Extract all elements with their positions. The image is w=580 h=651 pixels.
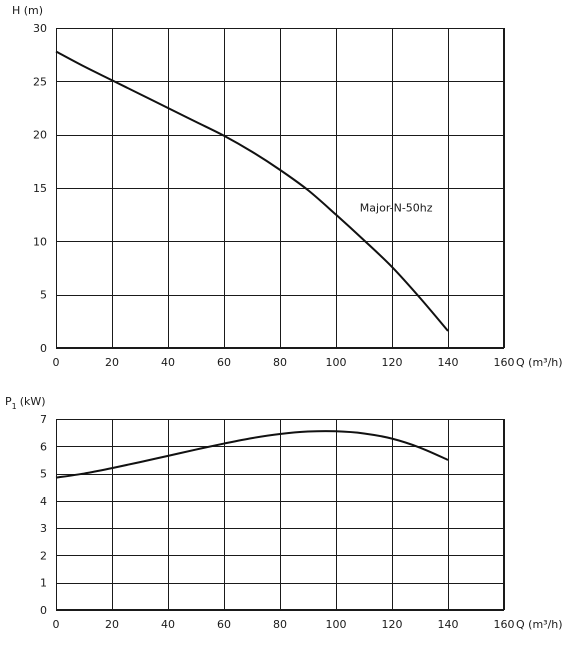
head-y-tick-label: 30	[33, 22, 47, 35]
power-y-axis-label-subscript: 1	[12, 402, 17, 411]
power-x-tick-label: 20	[105, 618, 119, 631]
head-y-tick-label: 25	[33, 75, 47, 88]
head-x-tick-label: 140	[438, 356, 459, 369]
head-y-tick-label: 5	[40, 289, 47, 302]
head-x-tick-label: 80	[273, 356, 287, 369]
head-plot-frame	[55, 27, 505, 349]
head-x-tick-label: 0	[53, 356, 60, 369]
head-x-axis-label: Q (m³/h)	[516, 356, 563, 369]
power-x-tick-label: 160	[494, 618, 515, 631]
head-curve-line	[55, 50, 449, 332]
power-y-tick-label: 5	[40, 468, 47, 481]
power-x-tick-label: 0	[53, 618, 60, 631]
power-x-tick-label: 100	[326, 618, 347, 631]
head-y-tick-label: 15	[33, 182, 47, 195]
power-y-tick-label: 6	[40, 440, 47, 453]
power-y-tick-label: 3	[40, 522, 47, 535]
power-x-tick-label: 120	[382, 618, 403, 631]
power-chart: 0 20 40 60 80 100 120 140 160 0 1 2 3 4 5 6 7 Q (m³/h)	[40, 413, 563, 631]
power-plot-frame	[55, 418, 505, 611]
power-y-tick-label: 4	[40, 495, 47, 508]
head-series-label: Major-N-50hz	[360, 201, 433, 214]
power-x-tick-label: 60	[217, 618, 231, 631]
head-x-tick-label: 20	[105, 356, 119, 369]
head-x-tick-label: 40	[161, 356, 175, 369]
head-x-tick-label: 100	[326, 356, 347, 369]
power-x-tick-label: 140	[438, 618, 459, 631]
power-x-axis-label: Q (m³/h)	[516, 618, 563, 631]
power-y-tick-label: 0	[40, 604, 47, 617]
power-y-axis-label-main: P	[5, 395, 12, 408]
power-y-tick-label: 1	[40, 577, 47, 590]
power-x-tick-label: 40	[161, 618, 175, 631]
head-x-tick-label: 160	[494, 356, 515, 369]
power-y-tick-label: 2	[40, 549, 47, 562]
head-chart: 0 20 40 60 80 100 120 140 160 0 5 10 15 20 25 30 Q (m³/h…	[33, 22, 563, 369]
head-y-tick-label: 0	[40, 342, 47, 355]
power-x-tick-label: 80	[273, 618, 287, 631]
head-y-tick-label: 20	[33, 129, 47, 142]
power-y-axis-label-unit: (kW)	[20, 395, 46, 408]
head-y-tick-label: 10	[33, 235, 47, 248]
power-curve-line	[55, 430, 449, 479]
head-y-axis-label: H (m)	[12, 4, 43, 17]
head-x-tick-label: 120	[382, 356, 403, 369]
power-y-tick-label: 7	[40, 413, 47, 426]
head-x-tick-label: 60	[217, 356, 231, 369]
power-y-axis-label: P1 (kW)	[5, 395, 46, 411]
